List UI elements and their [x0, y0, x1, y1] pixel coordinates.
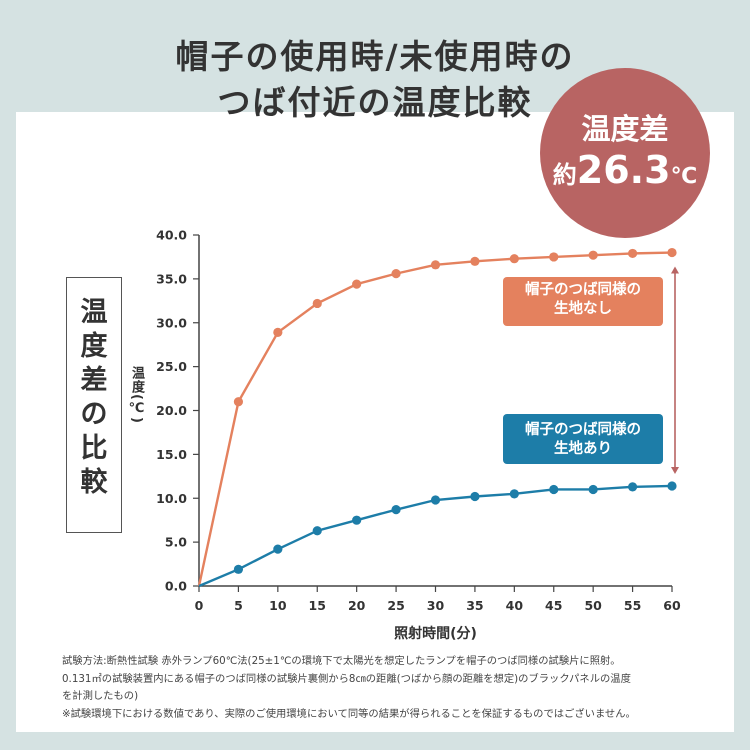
series-1-point	[667, 481, 677, 491]
badge-label: 温度差	[581, 112, 669, 146]
series-1-point	[430, 495, 441, 505]
x-axis-label: 照射時間(分)	[394, 625, 477, 642]
series-0-point	[549, 252, 559, 262]
series-0-point	[312, 298, 322, 309]
y-tick-label: 20.0	[156, 403, 187, 418]
y-tick-label: 5.0	[165, 535, 187, 550]
series-0-point	[509, 254, 519, 264]
series-1-point	[233, 564, 244, 574]
x-tick-label: 15	[309, 598, 326, 613]
series-1-point	[352, 515, 362, 525]
x-tick-label: 10	[269, 598, 287, 613]
badge-unit: ℃	[670, 164, 698, 189]
difference-arrow-head-top	[671, 266, 679, 274]
x-tick-label: 45	[545, 598, 562, 613]
series-1-point	[588, 484, 598, 495]
series-0-point	[430, 260, 441, 270]
y-tick-label: 25.0	[156, 359, 187, 374]
series-0-point	[588, 250, 598, 260]
badge-value: 約26.3℃	[540, 148, 710, 192]
side-label: 温 度 差 の 比 較	[80, 297, 108, 498]
series-0-point	[667, 247, 677, 258]
x-tick-label: 40	[506, 598, 524, 613]
badge-number: 26.3	[576, 148, 671, 192]
y-tick-label: 30.0	[156, 315, 187, 330]
series-0-point	[391, 269, 401, 279]
x-tick-label: 35	[466, 598, 483, 613]
series-1-point	[627, 482, 638, 492]
series-1-point	[312, 526, 322, 536]
x-tick-label: 30	[427, 598, 445, 613]
y-tick-label: 0.0	[165, 579, 187, 594]
y-tick-label: 35.0	[156, 271, 187, 286]
note-line: 0.131㎡の試験装置内にある帽子のつば同様の試験片裏側から8㎝の距離(つばから…	[62, 672, 631, 685]
x-tick-label: 55	[624, 598, 641, 613]
x-tick-label: 60	[663, 598, 681, 613]
x-tick-label: 0	[195, 598, 204, 613]
series-0-point	[273, 327, 283, 338]
y-tick-label: 10.0	[156, 491, 187, 506]
y-axis-label: 温度(℃)	[129, 366, 144, 424]
series-1-point	[549, 484, 559, 495]
series-1-point	[391, 505, 401, 515]
difference-arrow-head-bottom	[671, 466, 679, 474]
series-1-point	[470, 491, 480, 502]
y-tick-label: 15.0	[156, 447, 187, 462]
x-tick-label: 25	[387, 598, 404, 613]
page-title-line1: 帽子の使用時/未使用時の	[175, 37, 575, 76]
x-tick-label: 5	[234, 598, 243, 613]
page-title-line2: つば付近の温度比較	[217, 83, 533, 122]
y-tick-label: 40.0	[156, 228, 187, 243]
side-label-box: 温 度 差 の 比 較	[66, 277, 122, 533]
note-line: を計測したもの)	[62, 690, 139, 703]
series-1-point	[509, 489, 519, 499]
temperature-difference-badge: 温度差 約26.3℃	[540, 68, 710, 238]
x-tick-label: 50	[584, 598, 602, 613]
legend-without-hat: 帽子のつば同様の 生地なし	[503, 277, 663, 326]
series-0-point	[233, 397, 244, 407]
footnotes: 試験方法:断熱性試験 赤外ランプ60℃法(25±1℃の環境下で太陽光を想定したラ…	[62, 653, 722, 723]
series-0-point	[352, 279, 362, 289]
badge-prefix: 約	[552, 161, 577, 189]
note-line: ※試験環境下における数値であり、実際のご使用環境において同等の結果が得られること…	[62, 707, 636, 720]
legend-with-hat: 帽子のつば同様の 生地あり	[503, 414, 663, 464]
series-1-point	[273, 544, 283, 554]
note-line: 試験方法:断熱性試験 赤外ランプ60℃法(25±1℃の環境下で太陽光を想定したラ…	[62, 655, 621, 667]
series-0-point	[470, 256, 480, 266]
series-0-point	[627, 248, 638, 259]
x-tick-label: 20	[348, 598, 366, 613]
